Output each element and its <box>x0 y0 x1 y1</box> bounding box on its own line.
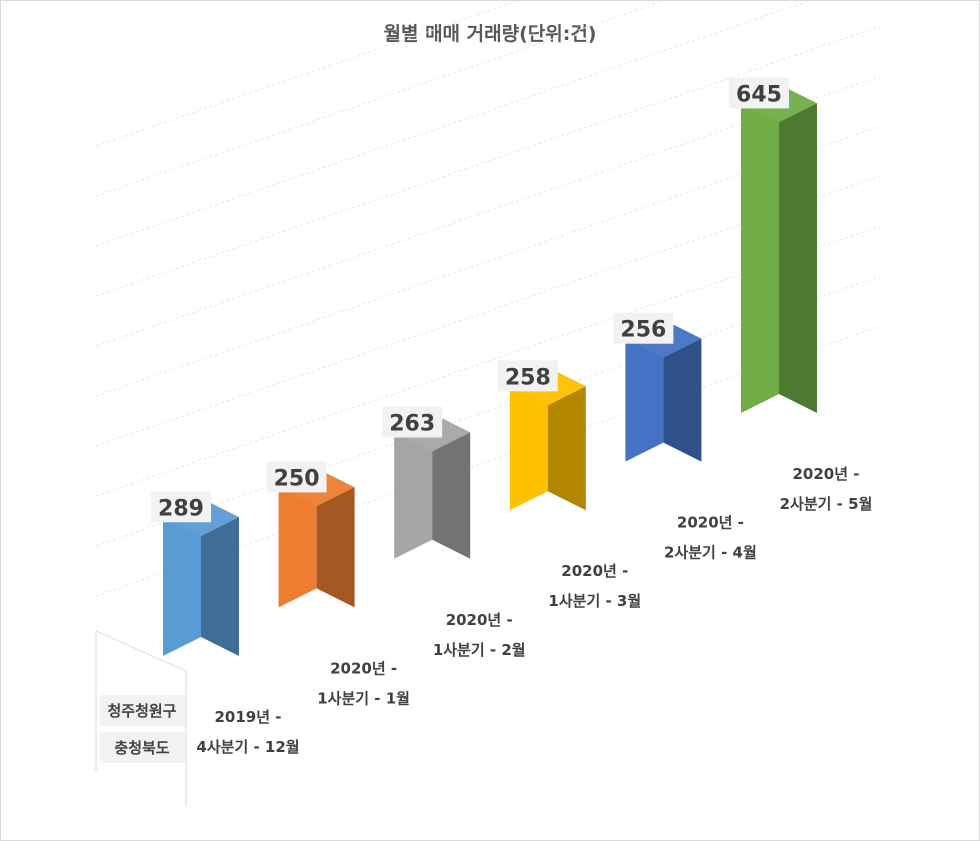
bar-side <box>201 498 239 656</box>
category-label: 2020년 - <box>561 562 628 580</box>
data-label: 256 <box>620 318 666 343</box>
data-label-box <box>729 77 789 109</box>
category-label: 4사분기 - 12월 <box>196 738 299 756</box>
data-label: 289 <box>158 496 204 521</box>
group-label: 충청북도 <box>114 739 169 757</box>
bar-side <box>779 84 817 414</box>
bar-front <box>394 413 433 559</box>
category-label: 2020년 - <box>330 659 397 677</box>
gridline <box>95 1 810 247</box>
data-labels: 289 250 263 258 256 645 <box>151 77 789 523</box>
data-label-box <box>613 312 674 344</box>
bar-front <box>509 367 548 511</box>
category-label: 2사분기 - 5월 <box>780 495 873 513</box>
category-label: 1사분기 - 2월 <box>433 641 526 659</box>
category-label: 2020년 - <box>677 514 744 532</box>
gridline <box>95 1 665 197</box>
floor-edge <box>95 630 187 672</box>
bar-side <box>663 319 702 462</box>
bar-front <box>278 468 317 608</box>
group-label: 청주청원구 <box>107 702 176 720</box>
bar-front <box>741 84 779 414</box>
group-label-box <box>100 732 185 763</box>
data-label: 263 <box>389 412 435 437</box>
bar-front <box>625 319 664 462</box>
data-label-box <box>382 406 443 438</box>
bar-side <box>547 367 586 511</box>
gridline <box>95 1 520 147</box>
group-label-box <box>100 695 185 726</box>
gridline <box>95 25 882 297</box>
category-labels: 2019년 - 4사분기 - 12월 2020년 - 1사분기 - 1월 2020년 -… <box>196 465 872 756</box>
data-label-box <box>497 360 558 392</box>
data-label: 645 <box>736 82 782 107</box>
category-label: 1사분기 - 1월 <box>317 689 410 707</box>
bar-front <box>163 498 201 656</box>
data-label-box <box>151 491 211 523</box>
bar-side <box>432 413 471 559</box>
category-label: 1사분기 - 3월 <box>548 592 641 610</box>
category-label: 2019년 - <box>215 708 282 726</box>
data-label: 258 <box>505 365 551 390</box>
axis-lines <box>95 630 187 806</box>
category-label: 2사분기 - 4월 <box>664 544 757 562</box>
data-label-box <box>266 461 327 493</box>
category-label: 2020년 - <box>446 611 513 629</box>
bar-side <box>316 468 355 608</box>
category-label: 2020년 - <box>793 465 860 483</box>
bars <box>163 84 817 656</box>
data-label: 250 <box>274 466 320 491</box>
